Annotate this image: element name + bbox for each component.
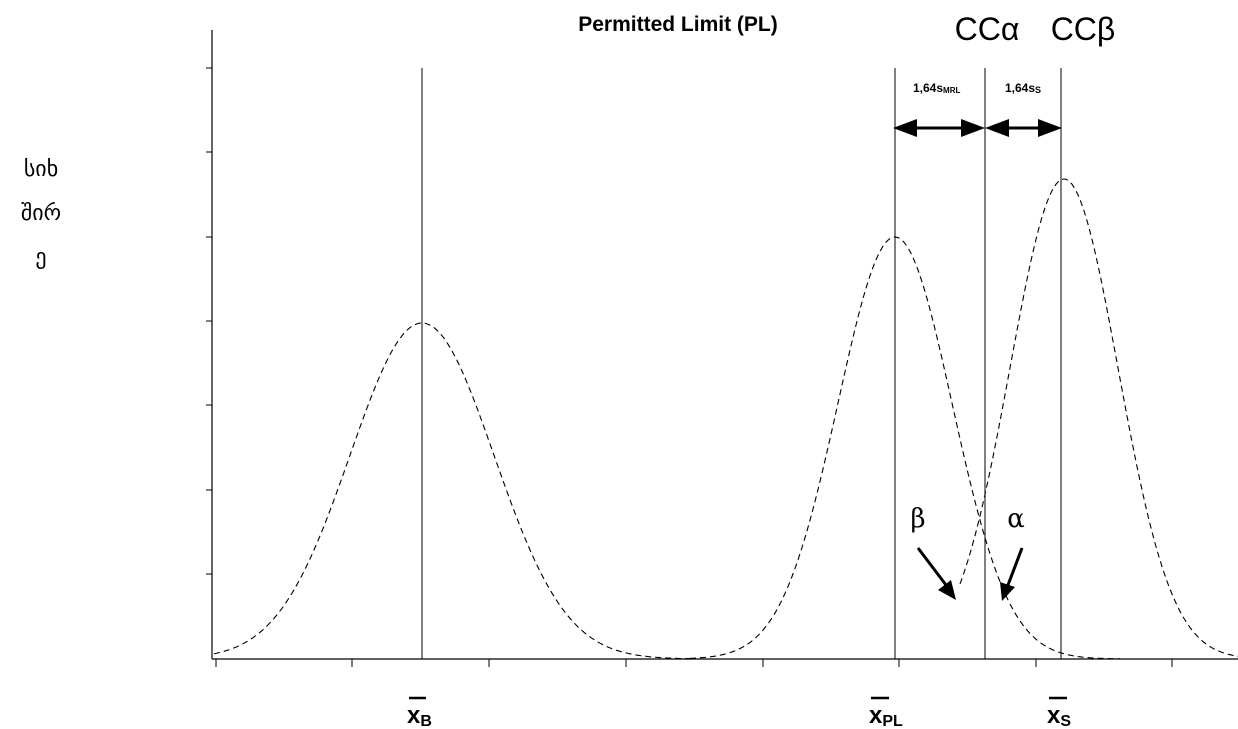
mrl-interval-arrow <box>893 119 985 137</box>
y-axis-label-line-3: ე <box>35 245 47 270</box>
alpha-label: α <box>1007 504 1025 534</box>
y-axis-label: სიხ შირ ე <box>0 148 82 280</box>
svg-text:xB: xB <box>407 702 432 729</box>
cc-beta-label: CCβ <box>1051 11 1116 47</box>
beta-pointer-arrow <box>916 547 956 600</box>
blank-mean-label: xB <box>407 696 432 729</box>
y-axis-label-line-1: სიხ <box>23 157 59 182</box>
y-axis-label-line-2: შირ <box>20 201 62 226</box>
svg-text:xPL: xPL <box>869 702 903 729</box>
svg-text:xS: xS <box>1047 702 1071 729</box>
alpha-pointer-arrow <box>1000 547 1024 601</box>
permitted-limit-distribution-curve <box>690 236 1120 660</box>
x-axis-ticks <box>215 659 1173 667</box>
blank-distribution-curve <box>213 322 691 660</box>
permitted-limit-mean-label: xPL <box>869 696 903 729</box>
beta-label: β <box>910 504 925 534</box>
sample-distribution-curve <box>959 178 1238 657</box>
sample-mean-label: xS <box>1047 696 1071 729</box>
s-interval-arrow <box>985 119 1062 137</box>
s-interval-label: 1,64sS <box>1005 81 1041 95</box>
y-axis-ticks <box>206 67 212 575</box>
cc-alpha-label: CCα <box>955 11 1020 47</box>
chart-title: Permitted Limit (PL) <box>578 13 778 36</box>
mrl-interval-label: 1,64sMRL <box>913 81 960 95</box>
